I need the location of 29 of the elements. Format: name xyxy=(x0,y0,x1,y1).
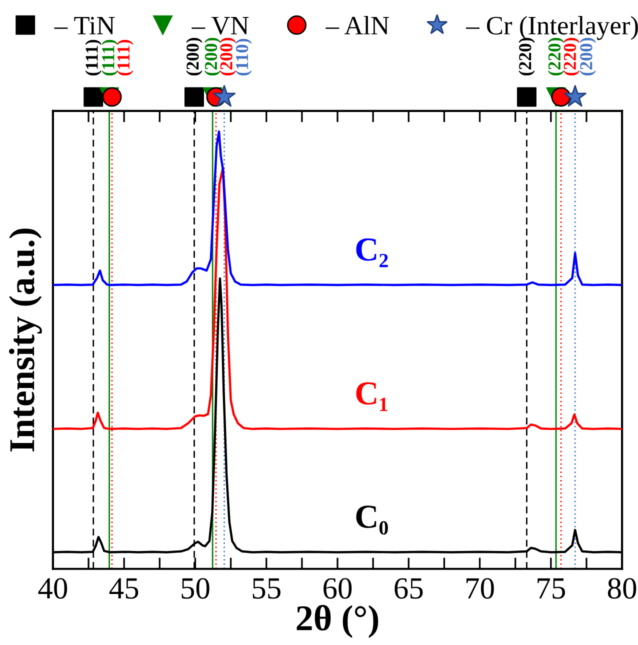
legend-label: – TiN xyxy=(54,16,115,34)
x-tick-label: 60 xyxy=(324,578,352,599)
y-axis-title: Intensity (a.u.) xyxy=(8,228,42,452)
x-tick-label: 40 xyxy=(38,578,68,599)
text: (111) xyxy=(102,40,118,76)
x-tick-label: 50 xyxy=(182,578,210,599)
text: (220) xyxy=(518,38,535,76)
text: (111) xyxy=(85,40,102,76)
series-label: C₂ xyxy=(356,238,388,268)
x-tick-label: 80 xyxy=(608,578,636,599)
legend-label: – VN xyxy=(192,17,249,35)
x-tick-label: 70 xyxy=(466,578,494,599)
text: (200) xyxy=(204,38,221,76)
series-label: C₁ xyxy=(356,382,388,411)
text: (220) xyxy=(548,38,564,76)
x-axis-title: 2θ (°) xyxy=(296,604,378,638)
text: (200) xyxy=(220,38,236,76)
legend-label: – Cr (Interlayer) xyxy=(466,16,638,40)
series-label: C₀ xyxy=(356,506,388,535)
text: (200) xyxy=(580,38,596,76)
x-tick-label: 45 xyxy=(109,578,138,599)
legend-label: – AlN xyxy=(326,16,389,34)
text: (110) xyxy=(235,38,252,76)
text: (220) xyxy=(563,38,580,76)
text: (200) xyxy=(186,38,202,76)
text: (111) xyxy=(116,40,134,76)
x-tick-label: 65 xyxy=(394,578,423,599)
x-tick-label: 55 xyxy=(252,578,280,599)
x-tick-label: 75 xyxy=(538,578,565,599)
